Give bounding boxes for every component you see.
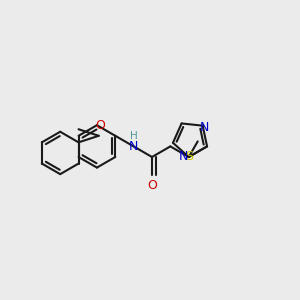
Text: N: N [129, 140, 138, 153]
Text: N: N [200, 121, 209, 134]
Text: S: S [185, 151, 193, 164]
Text: N: N [179, 150, 188, 163]
Text: H: H [130, 131, 138, 141]
Text: O: O [95, 119, 105, 132]
Text: O: O [147, 179, 157, 192]
